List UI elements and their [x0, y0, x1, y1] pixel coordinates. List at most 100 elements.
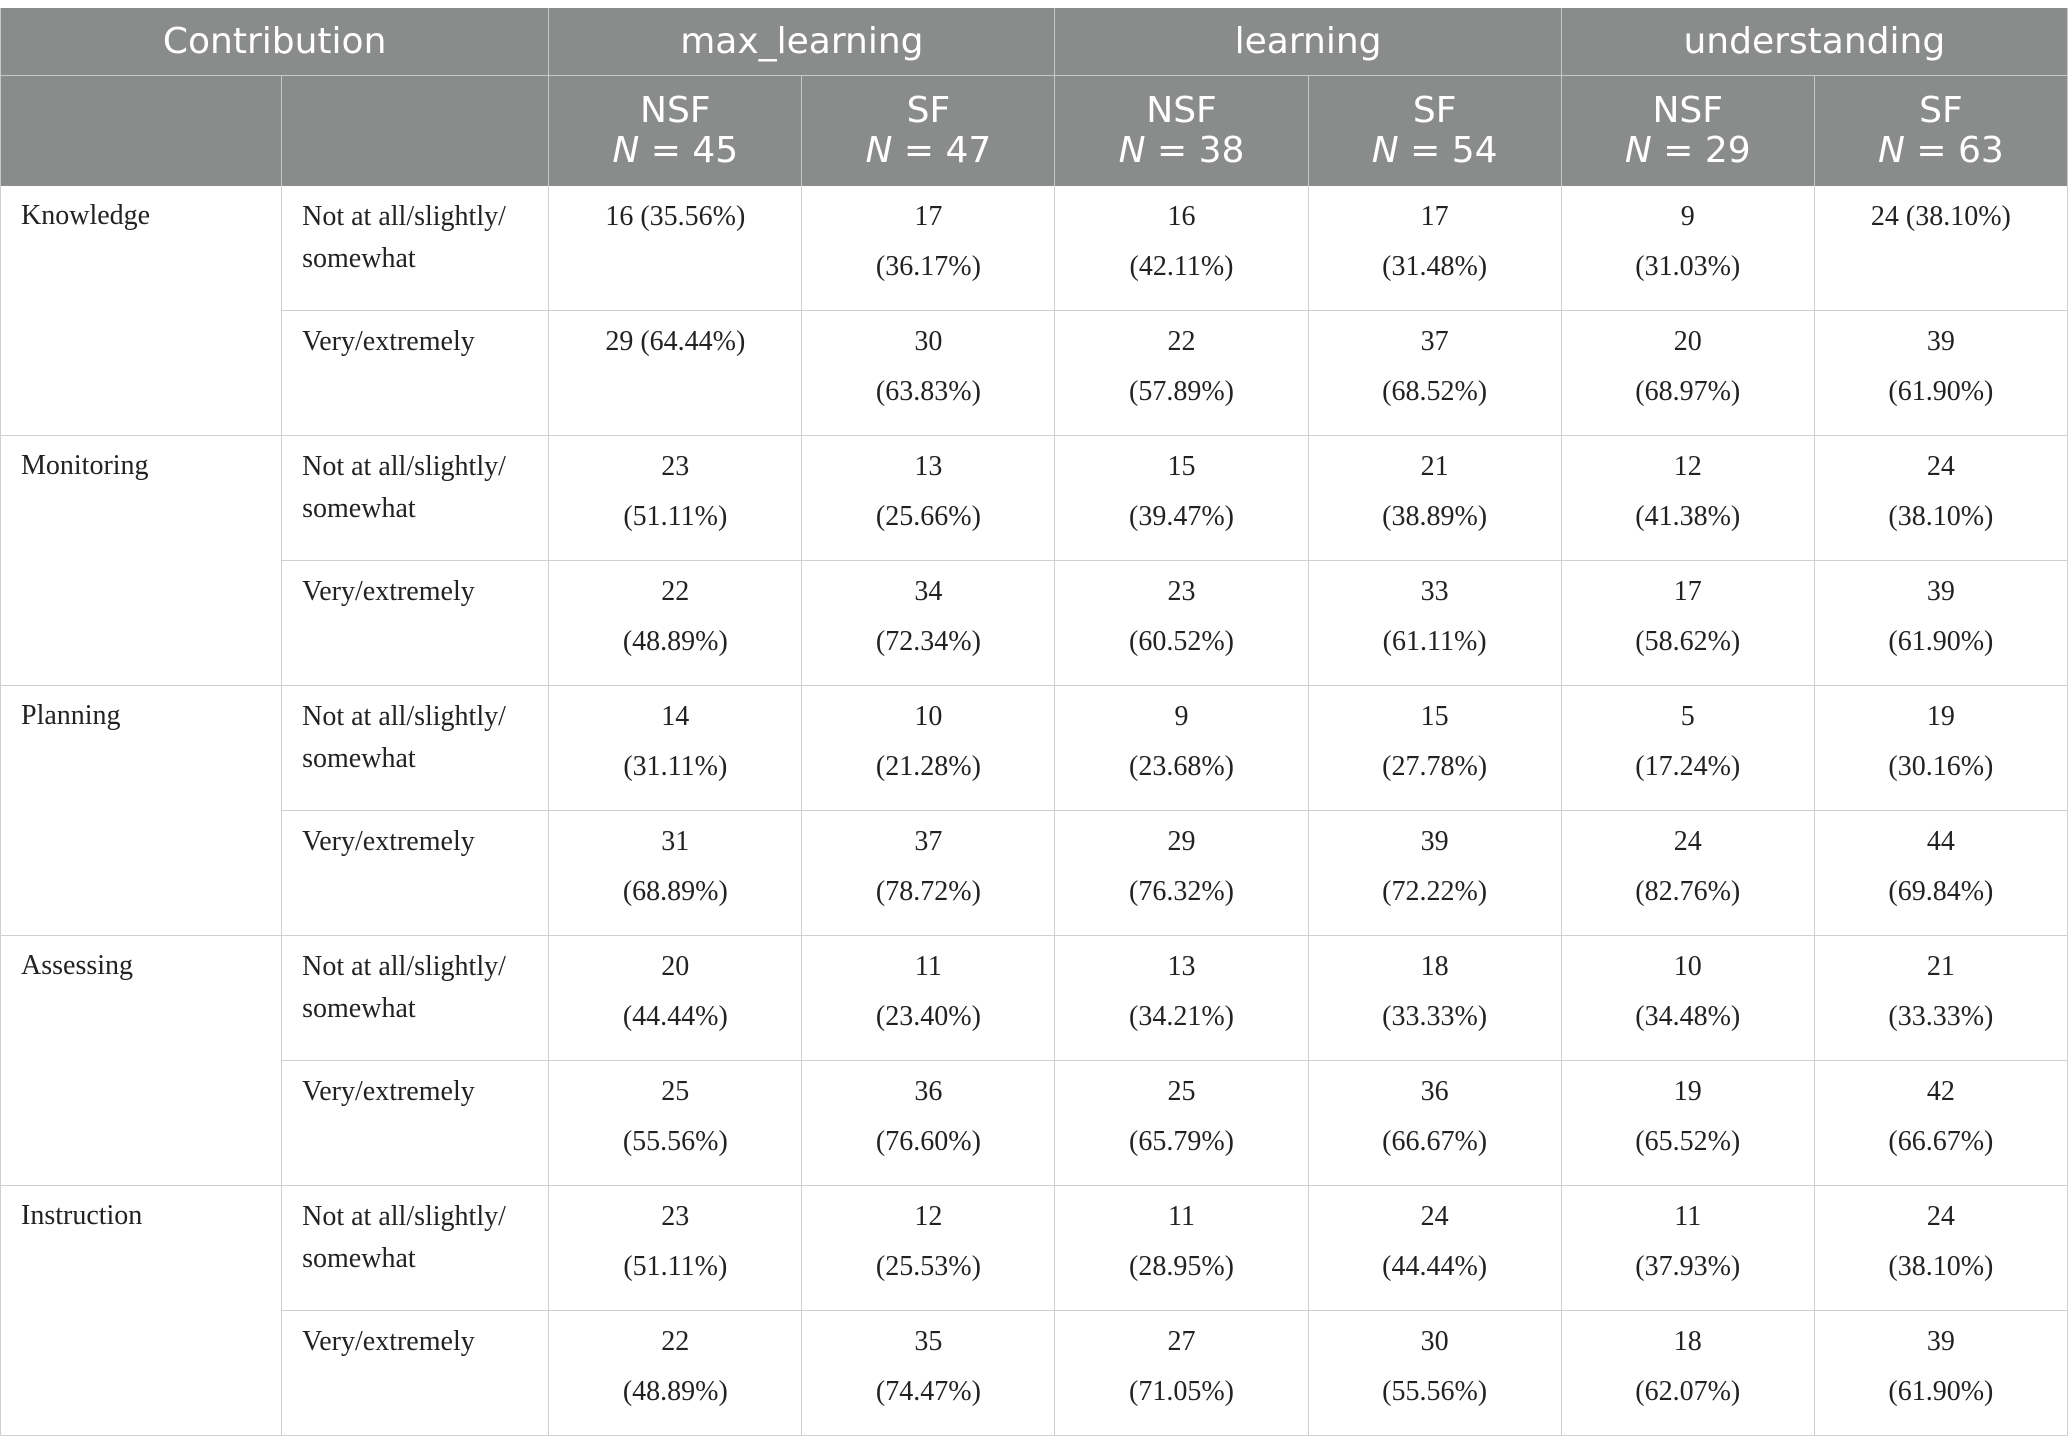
value-line: (44.44%) [1382, 1251, 1488, 1282]
value-cell: 24 (82.76%) [1560, 810, 1815, 936]
group-header-learning: learning [1054, 8, 1562, 76]
level-label-line: somewhat [302, 743, 416, 774]
value-line: 17 [1673, 576, 1702, 607]
sample-size-value: 45 [692, 130, 739, 171]
value-line: 25 [661, 1076, 690, 1107]
value-line: 42 [1926, 1076, 1955, 1107]
level-cell: Very/extremely [281, 810, 550, 936]
value-line: (31.11%) [623, 751, 728, 782]
value-line: 20 [661, 951, 690, 982]
level-cell: Very/extremely [281, 310, 550, 436]
value-line: (36.17%) [875, 251, 981, 282]
sample-size-equals: = [1398, 130, 1452, 171]
value-line: 24 (38.10%) [1870, 201, 2011, 232]
level-label-line: Not at all/slightly/ [302, 701, 506, 732]
value-line: (30.16%) [1888, 751, 1994, 782]
value-line: (31.48%) [1382, 251, 1488, 282]
value-line: 29 (64.44%) [605, 326, 746, 357]
value-line: (58.62%) [1635, 626, 1741, 657]
value-cell: 20 (68.97%) [1560, 310, 1815, 436]
level-label-line: Very/extremely [302, 1326, 475, 1357]
value-cell: 24 (38.10%) [1813, 435, 2068, 561]
value-cell: 16 (42.11%) [1054, 186, 1309, 311]
contribution-cell: Instruction [0, 1185, 283, 1436]
value-line: 11 [1674, 1201, 1702, 1232]
sample-size-value: 63 [1957, 130, 2004, 171]
value-cell: 21 (33.33%) [1813, 935, 2068, 1061]
value-cell: 15 (39.47%) [1054, 435, 1309, 561]
value-line: (38.89%) [1382, 501, 1488, 532]
value-line: (44.44%) [622, 1001, 728, 1032]
value-line: (68.89%) [622, 876, 728, 907]
value-line: (39.47%) [1129, 501, 1235, 532]
value-cell: 31 (68.89%) [548, 810, 803, 936]
value-line: 10 [914, 701, 943, 732]
value-line: (65.79%) [1129, 1126, 1235, 1157]
value-line: 9 [1680, 201, 1695, 232]
value-cell: 24 (38.10%) [1813, 186, 2068, 311]
value-line: (41.38%) [1635, 501, 1741, 532]
value-cell: 11 (23.40%) [801, 935, 1056, 1061]
value-line: 23 [1167, 576, 1196, 607]
subcol-label: SF [1412, 90, 1457, 131]
value-line: 24 [1420, 1201, 1449, 1232]
level-label-line: somewhat [302, 493, 416, 524]
value-cell: 12 (25.53%) [801, 1185, 1056, 1311]
value-line: (72.34%) [875, 626, 981, 657]
level-label-line: somewhat [302, 243, 416, 274]
sample-size: N = 38 [1055, 131, 1307, 171]
value-line: (68.97%) [1635, 376, 1741, 407]
value-line: 9 [1174, 701, 1189, 732]
value-line: 11 [914, 951, 942, 982]
value-cell: 23 (60.52%) [1054, 560, 1309, 686]
value-cell: 37 (68.52%) [1307, 310, 1562, 436]
table-row: Monitoring Not at all/slightly/somewhat 23… [0, 435, 2068, 686]
value-cell: 22 (48.89%) [548, 1310, 803, 1436]
value-line: 19 [1673, 1076, 1702, 1107]
sample-size: N = 29 [1562, 131, 1814, 171]
sample-size-equals: = [1145, 130, 1199, 171]
value-line: 35 [914, 1326, 943, 1357]
value-cell: 10 (34.48%) [1560, 935, 1815, 1061]
value-line: (76.32%) [1129, 876, 1235, 907]
value-cell: 19 (65.52%) [1560, 1060, 1815, 1186]
value-line: 13 [1167, 951, 1196, 982]
sample-size: N = 47 [802, 131, 1054, 171]
value-cell: 39 (72.22%) [1307, 810, 1562, 936]
value-cell: 25 (65.79%) [1054, 1060, 1309, 1186]
subcol-header: SF N = 63 [1813, 75, 2068, 186]
value-line: (61.90%) [1888, 1376, 1994, 1407]
subcol-label: NSF [1146, 90, 1217, 131]
value-line: 15 [1420, 701, 1449, 732]
table-row: Assessing Not at all/slightly/somewhat 20(… [0, 935, 2068, 1186]
value-cell: 21 (38.89%) [1307, 435, 1562, 561]
level-label-line: Very/extremely [302, 576, 475, 607]
value-cell: 34 (72.34%) [801, 560, 1056, 686]
group-header-max-learning: max_learning [548, 8, 1056, 76]
value-line: 10 [1673, 951, 1702, 982]
value-cell: 29 (64.44%) [548, 310, 803, 436]
value-line: (55.56%) [1382, 1376, 1488, 1407]
value-line: (71.05%) [1129, 1376, 1235, 1407]
level-cell: Not at all/slightly/somewhat [281, 435, 550, 561]
table-row: Very/extremely 22 (48.89%) 34 (72.34%) 23 (60.… [1, 560, 2068, 686]
value-line: (62.07%) [1635, 1376, 1741, 1407]
group-header-understanding: understanding [1560, 8, 2068, 76]
table-row: Knowledge Not at all/slightly/somewhat 16 … [0, 186, 2068, 436]
contribution-table: Contribution max_learning learning under… [0, 8, 2068, 1436]
value-cell: 24 (44.44%) [1307, 1185, 1562, 1311]
sample-size-value: 47 [945, 130, 992, 171]
table-body: Knowledge Not at all/slightly/somewhat 16 … [0, 186, 2068, 1436]
level-label-line: Not at all/slightly/ [302, 1201, 506, 1232]
value-line: (37.93%) [1635, 1251, 1741, 1282]
value-line: (72.22%) [1382, 876, 1488, 907]
value-line: (23.40%) [875, 1001, 981, 1032]
sample-size-value: 38 [1198, 130, 1245, 171]
value-cell: 17 (36.17%) [801, 186, 1056, 311]
value-cell: 11 (28.95%) [1054, 1185, 1309, 1311]
value-line: 17 [914, 201, 943, 232]
sample-size-equals: = [1904, 130, 1958, 171]
sample-size-equals: = [1651, 130, 1705, 171]
value-line: (66.67%) [1888, 1126, 1994, 1157]
value-line: 33 [1420, 576, 1449, 607]
